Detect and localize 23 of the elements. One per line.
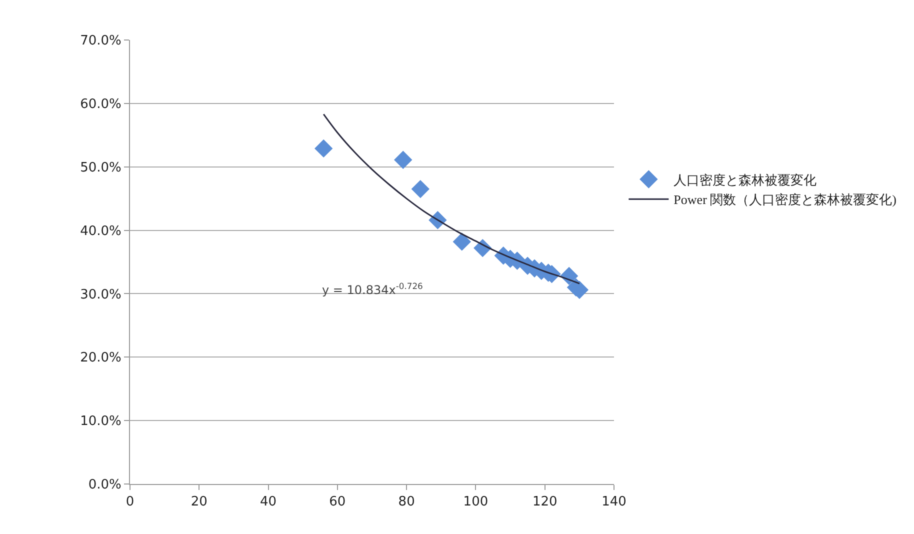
y-tick-label: 0.0% (88, 478, 122, 493)
x-tick-label: 140 (602, 494, 626, 510)
point (411, 180, 430, 198)
y-tick-label: 50.0% (80, 160, 122, 176)
point (394, 150, 412, 169)
y-tick-label: 60.0% (80, 96, 122, 112)
x-tick-label: 100 (463, 494, 488, 510)
point (452, 232, 471, 251)
x-tick-label: 0 (126, 494, 134, 510)
legend-label: Power 関数（人口密度と森林被覆変化) (674, 192, 896, 208)
x-tick-label: 60 (329, 494, 346, 510)
x-tick-label: 120 (532, 494, 558, 510)
legend-label: 人口密度と森林被覆変化 (674, 172, 817, 188)
x-tick-label: 40 (260, 494, 277, 510)
y-tick-label: 10.0% (80, 414, 122, 430)
y-tick-label: 20.0% (80, 350, 122, 366)
y-tick-label: 30.0% (80, 287, 122, 302)
point (314, 139, 333, 158)
x-tick-label: 20 (190, 494, 208, 510)
y-tick-label: 40.0% (80, 224, 122, 239)
annotation: y = 10.834x$^{-0.726}$ (322, 281, 423, 298)
x-tick-label: 80 (398, 494, 415, 510)
y-tick-label: 70.0% (80, 34, 122, 49)
